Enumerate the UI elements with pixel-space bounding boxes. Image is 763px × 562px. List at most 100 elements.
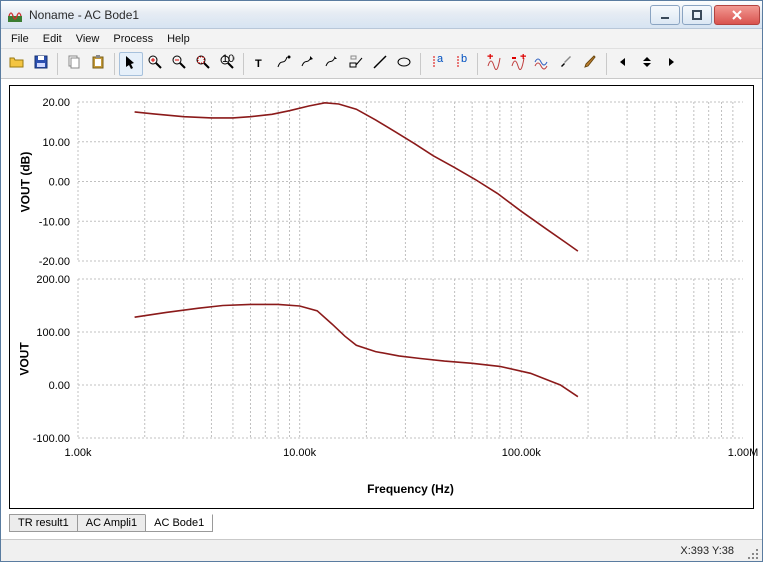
svg-text:100.00k: 100.00k [502,447,542,459]
svg-text:-20.00: -20.00 [39,256,70,268]
app-icon [7,7,23,23]
annotate-open-button[interactable] [296,52,320,76]
toolbar: 100 Ta b + + [1,49,762,79]
toolbar-separator [114,53,115,75]
svg-text:+: + [487,54,493,63]
svg-text:+: + [520,54,526,63]
copy-button[interactable] [62,52,86,76]
pipette-icon [558,54,574,73]
svg-text:200.00: 200.00 [36,274,70,286]
x-axis-label: Frequency (Hz) [78,482,743,496]
trace-wave-button[interactable] [530,52,554,76]
app-window: Noname - AC Bode1 FileEditViewProcessHel… [0,0,763,562]
line-tool-button[interactable] [272,52,296,76]
toolbar-separator [420,53,421,75]
toolbar-separator [243,53,244,75]
paste-icon [90,54,106,73]
menu-process[interactable]: Process [107,31,159,47]
svg-text:b: b [461,54,467,65]
open-button[interactable] [5,52,29,76]
zoom-out-button[interactable] [167,52,191,76]
pen-button[interactable] [578,52,602,76]
svg-text:10.00: 10.00 [42,137,70,149]
series-vout_db [135,103,578,251]
pipette-button[interactable] [554,52,578,76]
trace-add-plus-icon: + [486,54,502,73]
content-area: -20.00-10.000.0010.0020.00-100.000.00100… [1,79,762,539]
tab-tr-result1[interactable]: TR result1 [9,514,78,532]
pen-icon [582,54,598,73]
label-icon [348,54,364,73]
svg-text:T: T [255,58,262,70]
text-button[interactable]: T [248,52,272,76]
menu-file[interactable]: File [5,31,35,47]
annotate-open-icon [300,54,316,73]
cursor-b-button[interactable]: b [449,52,473,76]
toolbar-separator [606,53,607,75]
tab-ac-ampli1[interactable]: AC Ampli1 [77,514,146,532]
save-button[interactable] [29,52,53,76]
zoom-100-icon: 100 [219,54,235,73]
pointer-button[interactable] [119,52,143,76]
trace-add-plus-button[interactable]: + [482,52,506,76]
menu-help[interactable]: Help [161,31,196,47]
y-axis-label-0: VOUT (dB) [18,102,32,261]
tab-ac-bode1[interactable]: AC Bode1 [145,514,213,532]
bode-plot: -20.00-10.000.0010.0020.00-100.000.00100… [78,96,743,468]
svg-text:1.00k: 1.00k [65,447,92,459]
text-icon: T [252,54,268,73]
cursor-b-icon: b [453,54,469,73]
svg-text:10.00k: 10.00k [283,447,317,459]
svg-text:100: 100 [222,54,235,65]
svg-text:a: a [437,54,444,65]
menu-view[interactable]: View [70,31,106,47]
menubar: FileEditViewProcessHelp [1,29,762,49]
statusbar: X:393 Y:38 [1,539,762,561]
line-tool-icon [276,54,292,73]
titlebar: Noname - AC Bode1 [1,1,762,29]
toolbar-separator [477,53,478,75]
y-axis-label-1: VOUT [18,279,32,438]
zoom-region-button[interactable] [191,52,215,76]
trace-remove-minus-icon: + [510,54,526,73]
arrow-right-button[interactable] [659,52,683,76]
plot-canvas: -20.00-10.000.0010.0020.00-100.000.00100… [78,96,743,468]
window-title: Noname - AC Bode1 [29,8,650,22]
cursor-a-button[interactable]: a [425,52,449,76]
svg-text:1.00M: 1.00M [728,447,759,459]
zoom-100-button[interactable]: 100 [215,52,239,76]
arrow-right-icon [663,54,679,73]
toolbar-separator [57,53,58,75]
resize-grip[interactable] [744,545,758,559]
marker-line-button[interactable] [368,52,392,76]
arrow-left-icon [615,54,631,73]
annotate-close-button[interactable] [320,52,344,76]
arrow-left-button[interactable] [611,52,635,76]
arrows-updown-icon [639,54,655,73]
label-button[interactable] [344,52,368,76]
save-icon [33,54,49,73]
ellipse-icon [396,54,412,73]
close-button[interactable] [714,5,760,25]
zoom-in-icon [147,54,163,73]
svg-text:100.00: 100.00 [36,327,70,339]
arrows-updown-button[interactable] [635,52,659,76]
result-tabs: TR result1AC Ampli1AC Bode1 [9,513,212,531]
marker-line-icon [372,54,388,73]
maximize-button[interactable] [682,5,712,25]
ellipse-button[interactable] [392,52,416,76]
svg-text:0.00: 0.00 [49,177,70,189]
minimize-button[interactable] [650,5,680,25]
trace-remove-minus-button[interactable]: + [506,52,530,76]
svg-text:-100.00: -100.00 [33,433,70,445]
zoom-region-icon [195,54,211,73]
zoom-in-button[interactable] [143,52,167,76]
svg-text:20.00: 20.00 [42,97,70,109]
series-vout_phase [135,304,578,396]
plot-frame: -20.00-10.000.0010.0020.00-100.000.00100… [9,85,754,509]
svg-text:-10.00: -10.00 [39,216,70,228]
paste-button[interactable] [86,52,110,76]
trace-wave-icon [534,54,550,73]
copy-icon [66,54,82,73]
menu-edit[interactable]: Edit [37,31,68,47]
